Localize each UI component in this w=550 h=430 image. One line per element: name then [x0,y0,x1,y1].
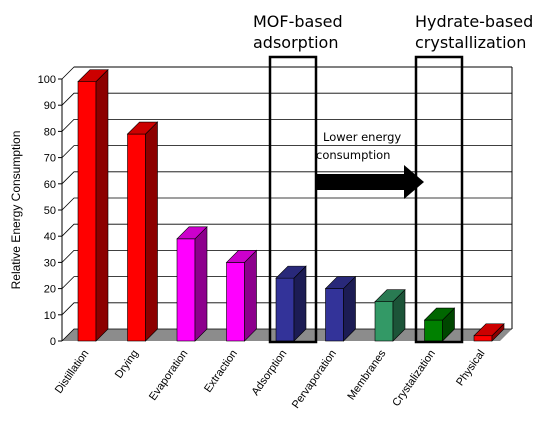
y-tick-label: 70 [44,153,56,165]
bar-top [225,250,258,263]
x-tick-label: Adsorption [249,348,289,398]
bar-side [95,68,109,342]
y-axis-ticks: 0 10 20 30 40 50 60 70 80 90 100 [38,74,62,348]
gridline [61,223,512,237]
arrow-label-line1: Lower energy [323,130,401,144]
x-tick-label: Distillation [53,348,92,396]
bar-front [424,319,443,342]
gridline [61,276,512,289]
bar-membranes [374,288,406,342]
y-tick-label: 80 [44,126,56,138]
bar-physical [473,323,505,342]
bar-side [194,226,208,342]
bar-top [423,307,456,321]
y-tick-label: 0 [50,336,56,348]
bar-crystalization [423,307,456,342]
x-tick-label: Extraction [202,348,240,395]
mof-label-line1: MOF-based [253,12,343,31]
gridline [61,66,512,80]
y-tick-label: 60 [44,179,56,191]
bar-side [244,249,257,342]
bar-front [127,133,146,342]
bar-drying [126,121,159,342]
gridline [61,145,512,158]
chart-bars [77,68,505,342]
y-tick-label: 100 [38,74,56,86]
bar-top [324,276,357,289]
y-axis-label: Relative Energy Consumption [9,131,23,290]
hydrate-highlight-box [414,55,464,344]
bar-extraction [225,249,258,342]
x-tick-label: Evaporation [147,348,191,403]
x-tick-label: Physical [454,348,487,388]
gridline [61,328,512,342]
y-tick-label: 10 [44,310,56,322]
gridline [61,197,512,211]
x-tick-label: Crystalization [390,348,438,409]
bar-front [325,288,344,342]
bar-front [176,238,196,342]
gridline [61,302,512,316]
lower-energy-arrow [316,165,424,199]
bar-distillation [77,68,109,342]
bar-side [145,121,158,342]
gridline [61,92,512,106]
bar-top [176,226,208,240]
y-tick-label: 30 [44,257,56,269]
bar-front [275,277,295,342]
y-tick-label: 50 [44,205,56,217]
bar-front [374,301,394,342]
gridline [61,119,512,132]
bar-front [473,335,493,342]
hydrate-label-line1: Hydrate-based [415,12,533,31]
x-tick-label: Drying [113,348,141,381]
hydrate-label-line2: crystallization [415,33,526,52]
bar-top [374,289,406,303]
bar-top [473,323,505,337]
bar-adsorption [275,265,307,342]
x-axis-labels: Distillation Drying Evaporation Extraction A… [53,347,488,410]
y-tick-label: 20 [44,284,56,296]
bar-front [226,262,245,342]
mof-label-line2: adsorption [253,33,338,52]
x-tick-label: Pervaporation [290,348,339,411]
mof-highlight-box [268,55,318,344]
arrow-label-line2: consumption [316,148,390,162]
bar-side [293,265,307,342]
bar-top [275,265,307,279]
bar-pervaporation [324,275,357,342]
y-tick-label: 40 [44,231,56,243]
bar-top [126,121,159,135]
y-tick-label: 90 [44,100,56,112]
x-tick-label: Membranes [345,347,388,402]
bar-top [77,69,109,82]
bar-front [77,81,97,342]
bar-evaporation [176,226,208,342]
gridline [61,249,512,263]
gridline [61,171,512,185]
